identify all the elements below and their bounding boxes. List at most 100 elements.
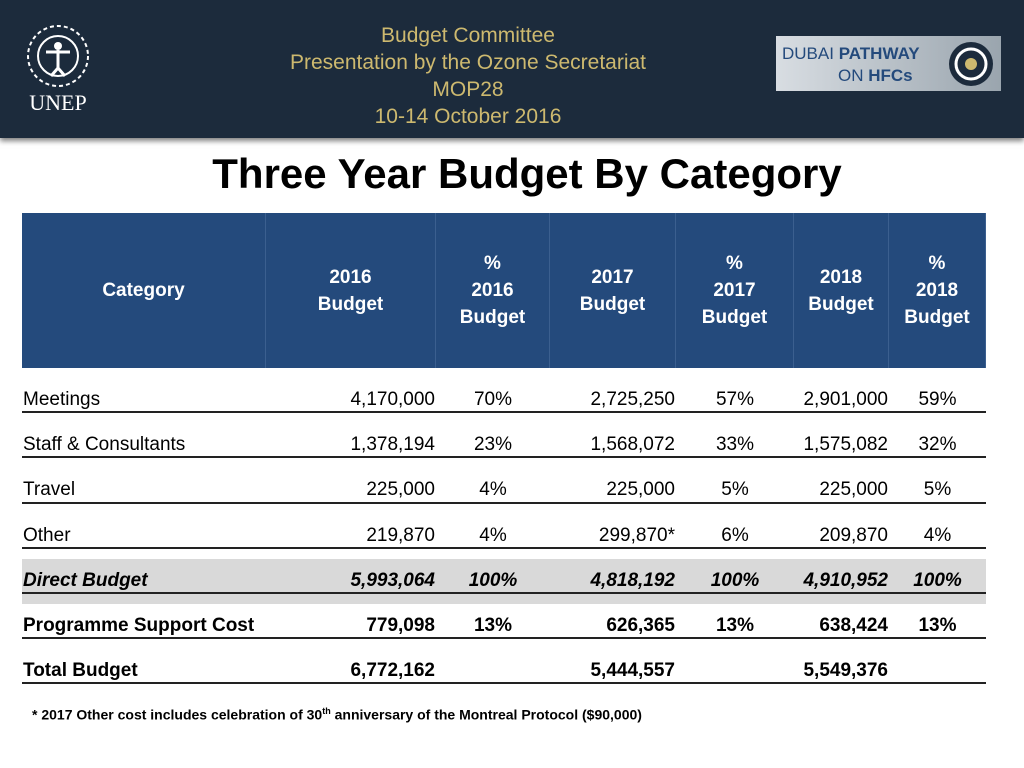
header-text: Budget [904,307,970,328]
header-text: 2017 [591,266,634,288]
table-cell: 4% [479,479,507,501]
table-cell: Staff & Consultants [23,434,186,456]
row-line [22,411,986,414]
table-cell: 59% [918,389,957,410]
table-cell: 13% [715,615,755,636]
header-lines: 2016 Budget [318,264,383,318]
footnote-text: anniversary of the Montreal Protocol ($9… [330,706,642,723]
column-header: % 2016 Budget [436,213,550,368]
table-cell: 219,870 [366,524,435,546]
table-cell: Other [23,524,71,546]
row-line [22,637,986,640]
header-text: Budget [317,293,384,315]
table-cell: 5,993,064 [350,569,435,591]
logo-text: UNEP [29,90,86,115]
header-text: % [928,253,946,274]
header-text: Budget [808,293,874,315]
table-cell: 225,000 [366,479,435,501]
table-cell: 299,870* [598,524,675,546]
header-text: Budget [579,293,646,315]
table-cell: 100% [710,569,760,591]
table-cell: 5,549,376 [803,660,888,682]
table-cell: 638,424 [819,615,888,636]
svg-text:ON HFCs: ON HFCs [838,66,913,85]
footnote: * 2017 Other cost includes celebration o… [32,706,642,723]
table-cell: 2,901,000 [803,389,888,410]
table-cell: 4,170,000 [350,389,435,410]
table-cell: 6% [721,524,749,546]
table-cell: 626,365 [606,615,675,636]
column-header: Category [22,213,266,368]
table-cell: 225,000 [606,479,675,501]
table-cell: 4,910,952 [803,569,888,591]
table-cell: 5% [721,479,749,501]
row-line [22,546,986,549]
badge: DUBAI PATHWAY ON HFCs [776,36,1001,91]
table-cell: Meetings [23,389,101,410]
header-text: 2017 [713,280,756,301]
header-text: % [484,253,501,274]
header-lines: Category [102,277,184,304]
column-header: % 2017 Budget [676,213,794,368]
table-cell: 1,378,194 [350,434,435,456]
header-line: 10-14 October 2016 [374,105,562,128]
header-line: Budget Committee [381,24,555,47]
table-cell: 5% [923,479,952,501]
header-line: Presentation by the Ozone Secretariat [289,51,647,74]
table-cell: 2,725,250 [590,389,675,410]
table-cell: Total Budget [23,660,138,682]
table-cell: Programme Support Cost [23,615,255,636]
header-lines: 2018 Budget [808,264,873,318]
header-lines: % 2018 Budget [904,250,969,331]
badge-text: PATHWAY [839,44,921,63]
header-text: Budget [701,307,768,328]
table-cell: 779,098 [366,615,435,636]
table-cell: 13% [918,615,957,636]
header-text: Category [102,280,185,301]
table-cell: Direct Budget [23,569,148,591]
row-line [22,592,986,594]
table-cell: 225,000 [819,479,888,501]
table-cell: 13% [473,615,513,636]
slide-title: Three Year Budget By Category [212,150,842,197]
badge-text: DUBAI [782,44,834,63]
table-cell: 33% [715,434,755,456]
header-lines: 2017 Budget [580,264,645,318]
column-header: 2017 Budget [550,213,676,368]
header-lines: % 2016 Budget [460,250,525,331]
table-cell: 100% [468,569,518,591]
table-cell: 6,772,162 [350,660,435,682]
table-cell: 209,870 [819,524,888,546]
table-cell: 70% [473,389,513,410]
row-highlight [22,558,986,604]
table-cell: 1,575,082 [803,434,888,456]
table-cell: 4,818,192 [590,569,675,591]
header-text: 2018 [915,280,959,301]
table-cell: 4% [479,524,507,546]
table-cell: 1,568,072 [590,434,675,456]
header-text: 2016 [329,266,372,288]
header-text: 2018 [819,266,863,288]
column-header: 2016 Budget [266,213,436,368]
header-line: MOP28 [432,78,504,101]
table-cell: 100% [913,569,962,591]
header-text: % [726,253,743,274]
row-line [22,501,986,504]
row-line [22,456,986,459]
header-text: 2016 [471,280,514,301]
column-header: 2018 Budget [794,213,889,368]
header: UNEP Budget Committee Presentation by th… [0,0,1024,138]
badge-text: HFCs [868,66,912,85]
badge-text: ON [838,66,864,85]
footnote-text: * 2017 Other cost includes celebration o… [32,706,323,723]
footnote-sup: th [322,706,331,716]
header-text: Budget [459,307,526,328]
table-cell: 4% [923,524,952,546]
row-line [22,682,986,685]
svg-text:DUBAI PATHWAY: DUBAI PATHWAY [782,44,920,63]
table-cell: Travel [23,479,76,501]
table-cell: 32% [918,434,957,456]
table-cell: 23% [473,434,513,456]
header-lines: % 2017 Budget [702,250,767,331]
